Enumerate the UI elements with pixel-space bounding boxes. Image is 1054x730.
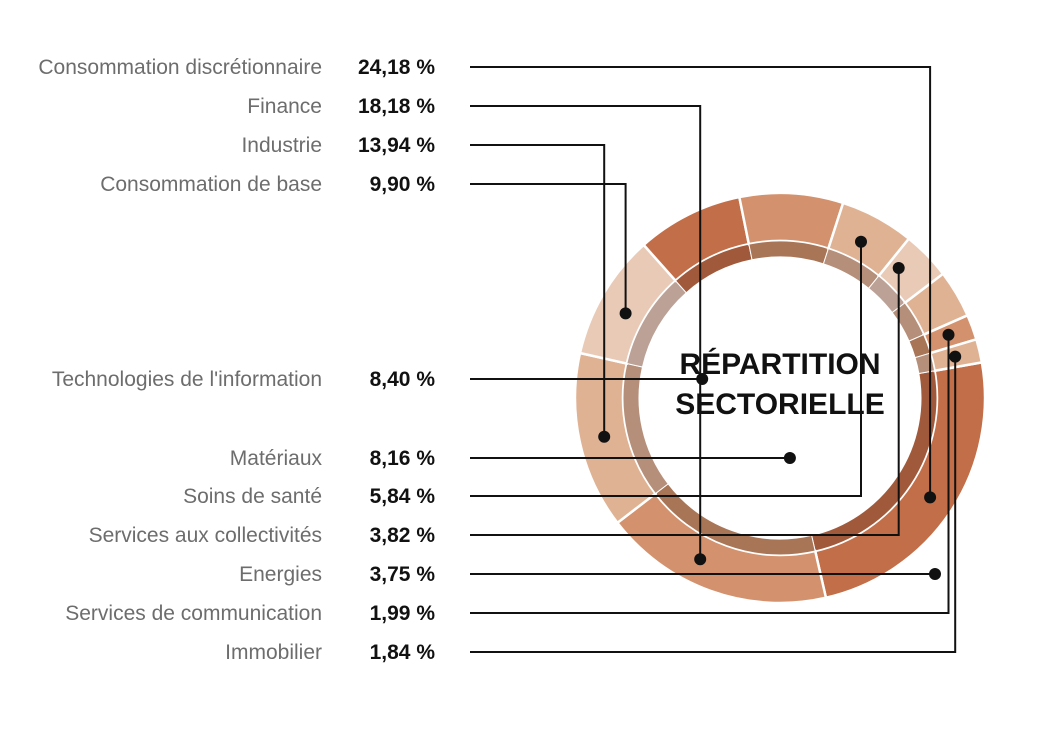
leader-dot — [929, 568, 941, 580]
donut-slice — [737, 191, 845, 251]
value-label: 18,18 % — [358, 95, 435, 118]
value-label: 1,99 % — [370, 602, 436, 625]
category-label: Finance — [247, 95, 322, 118]
leader-dot — [783, 452, 796, 464]
leader-dot — [696, 373, 709, 385]
value-label: 5,84 % — [370, 485, 436, 508]
leader-dot — [855, 235, 867, 248]
category-label: Services de communication — [65, 602, 322, 625]
category-label: Immobilier — [225, 641, 322, 664]
leader-dot — [942, 328, 955, 341]
leader-dot — [694, 553, 707, 566]
leader-line — [470, 105, 702, 560]
category-label: Energies — [239, 563, 322, 586]
chart-title-line-1: RÉPARTITION — [679, 347, 880, 381]
value-label: 3,75 % — [370, 563, 436, 586]
leader-dot — [949, 350, 962, 363]
leader-line — [470, 144, 606, 437]
value-label: 3,82 % — [370, 524, 436, 547]
value-label: 9,90 % — [370, 173, 436, 196]
leader-line — [470, 241, 862, 497]
category-label: Consommation discrétionnaire — [38, 56, 322, 79]
category-label: Industrie — [241, 134, 322, 157]
category-label: Consommation de base — [100, 173, 322, 196]
category-label: Matériaux — [230, 447, 323, 470]
leader-lines — [470, 66, 962, 653]
chart-title-line-2: SECTORIELLE — [675, 388, 884, 421]
leader-line — [470, 183, 627, 314]
category-label: Soins de santé — [183, 485, 322, 508]
value-label: 8,40 % — [370, 368, 436, 391]
leader-dot — [924, 491, 937, 504]
category-label: Technologies de l'information — [52, 368, 322, 391]
leader-line — [470, 268, 900, 536]
leader-dot — [892, 262, 905, 274]
value-label: 8,16 % — [370, 447, 436, 470]
value-label: 13,94 % — [358, 134, 435, 157]
leader-dot — [619, 307, 632, 320]
leader-dot — [598, 430, 611, 443]
legend-labels: Consommation discrétionnaire 24,18 % Finan… — [38, 56, 435, 664]
category-label: Services aux collectivités — [89, 524, 322, 547]
leader-line — [470, 356, 957, 653]
value-label: 24,18 % — [358, 56, 435, 79]
value-label: 1,84 % — [370, 641, 436, 664]
leader-line — [470, 334, 950, 614]
leader-line — [470, 66, 932, 498]
